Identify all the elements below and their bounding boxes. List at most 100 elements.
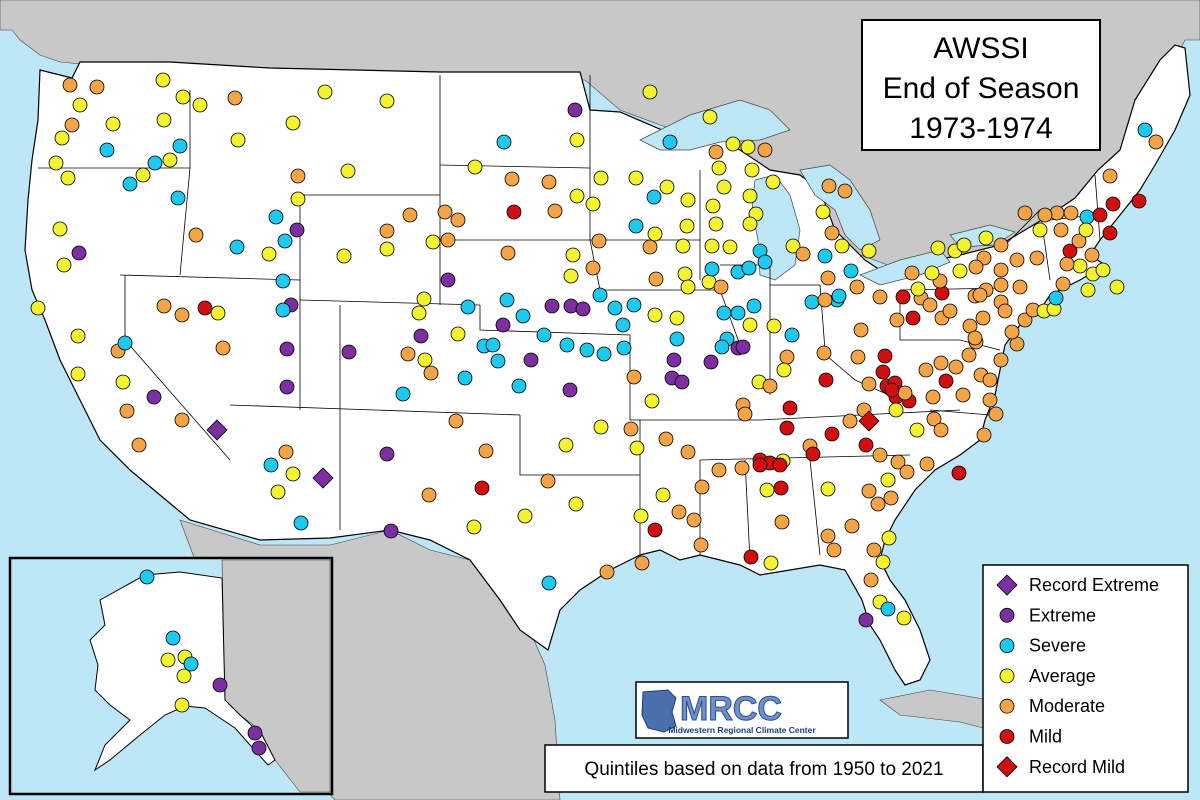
station-marker-average [563, 268, 579, 284]
station-marker-average [680, 192, 696, 208]
station-marker-severe [1079, 209, 1095, 225]
station-marker-severe [275, 273, 291, 289]
station-marker-moderate [853, 322, 869, 338]
station-marker-moderate [1037, 207, 1053, 223]
station-marker-average [763, 555, 779, 571]
station-marker-moderate [402, 207, 418, 223]
station-marker-moderate [131, 437, 147, 453]
station-marker-average [978, 230, 994, 246]
station-marker-record-mild [858, 410, 880, 432]
station-marker-average [105, 116, 121, 132]
station-markers [30, 72, 1164, 756]
station-marker-moderate [1148, 134, 1164, 150]
station-marker-severe [541, 575, 557, 591]
station-marker-moderate [693, 537, 709, 553]
station-marker-extreme [666, 352, 682, 368]
station-marker-average [517, 508, 533, 524]
station-marker-average [411, 305, 427, 321]
title-box: AWSSI End of Season 1973-1974 [861, 19, 1101, 151]
station-marker-moderate [711, 462, 727, 478]
station-marker-severe [99, 142, 115, 158]
legend: Record Extreme Extreme Severe Average Modera… [982, 564, 1189, 793]
station-marker-extreme [383, 523, 399, 539]
station-marker-average [765, 174, 781, 190]
legend-marker-record-mild [996, 756, 1018, 778]
station-marker-severe [263, 457, 279, 473]
station-marker-severe [395, 386, 411, 402]
station-marker-average [680, 279, 696, 295]
station-marker-extreme [562, 382, 578, 398]
station-marker-moderate [227, 90, 243, 106]
station-marker-severe [704, 261, 720, 277]
station-marker-average [815, 204, 831, 220]
station-marker-extreme [567, 102, 583, 118]
station-marker-mild [875, 364, 891, 380]
station-marker-extreme [341, 344, 357, 360]
station-marker-moderate [817, 292, 833, 308]
station-marker-average [704, 238, 720, 254]
station-marker-moderate [713, 279, 729, 295]
station-marker-severe [490, 353, 506, 369]
station-marker-moderate [1055, 276, 1071, 292]
station-marker-average [711, 160, 727, 176]
station-marker-moderate [440, 232, 456, 248]
station-marker-severe [268, 209, 284, 225]
station-marker-average [270, 484, 286, 500]
station-marker-moderate [872, 289, 888, 305]
station-marker-average [115, 374, 131, 390]
station-marker-average [705, 198, 721, 214]
station-marker-moderate [762, 378, 778, 394]
station-marker-average [909, 422, 925, 438]
station-marker-average [379, 93, 395, 109]
station-marker-average [336, 248, 352, 264]
station-marker-moderate [861, 376, 877, 392]
station-marker-average [881, 530, 897, 546]
station-marker-moderate [993, 352, 1009, 368]
station-marker-moderate [842, 413, 858, 429]
station-marker-average [30, 300, 46, 316]
station-marker-average [679, 218, 695, 234]
station-marker-severe [511, 378, 527, 394]
station-marker-average [633, 508, 649, 524]
station-marker-average [52, 221, 68, 237]
station-marker-average [924, 265, 940, 281]
station-marker-extreme [279, 379, 295, 395]
station-marker-moderate [156, 298, 172, 314]
station-marker-severe [714, 339, 730, 355]
title-line-3: 1973-1974 [909, 112, 1052, 145]
station-marker-moderate [671, 504, 687, 520]
station-marker-severe [485, 337, 501, 353]
station-marker-average [742, 216, 758, 232]
station-marker-severe [275, 302, 291, 318]
station-marker-moderate [62, 77, 78, 93]
station-marker-moderate [844, 518, 860, 534]
legend-frame [982, 564, 1189, 793]
mrcc-logo-subtext: Midwestern Regional Climate Center [668, 725, 816, 735]
station-marker-moderate [421, 487, 437, 503]
station-marker-severe [1048, 290, 1064, 306]
station-marker-moderate [821, 178, 837, 194]
station-marker-moderate [1102, 168, 1118, 184]
station-marker-average [210, 305, 226, 321]
station-marker-average [716, 179, 732, 195]
station-marker-moderate [1084, 247, 1100, 263]
station-marker-moderate [658, 431, 674, 447]
station-marker-moderate [1059, 256, 1075, 272]
station-marker-average [135, 167, 151, 183]
station-marker-average [677, 266, 693, 282]
legend-label-average: Average [1029, 666, 1096, 686]
station-marker-mild [1092, 207, 1108, 223]
station-marker-average [317, 84, 333, 100]
station-marker-severe [515, 308, 531, 324]
station-marker-moderate [993, 237, 1009, 253]
station-marker-moderate [278, 444, 294, 460]
station-marker-average [585, 196, 601, 212]
station-marker-average [875, 554, 891, 570]
station-marker-moderate [448, 413, 464, 429]
station-marker-moderate [866, 542, 882, 558]
station-marker-mild [782, 400, 798, 416]
station-marker-extreme [379, 446, 395, 462]
legend-label-severe: Severe [1029, 636, 1086, 656]
station-marker-moderate [968, 259, 984, 275]
